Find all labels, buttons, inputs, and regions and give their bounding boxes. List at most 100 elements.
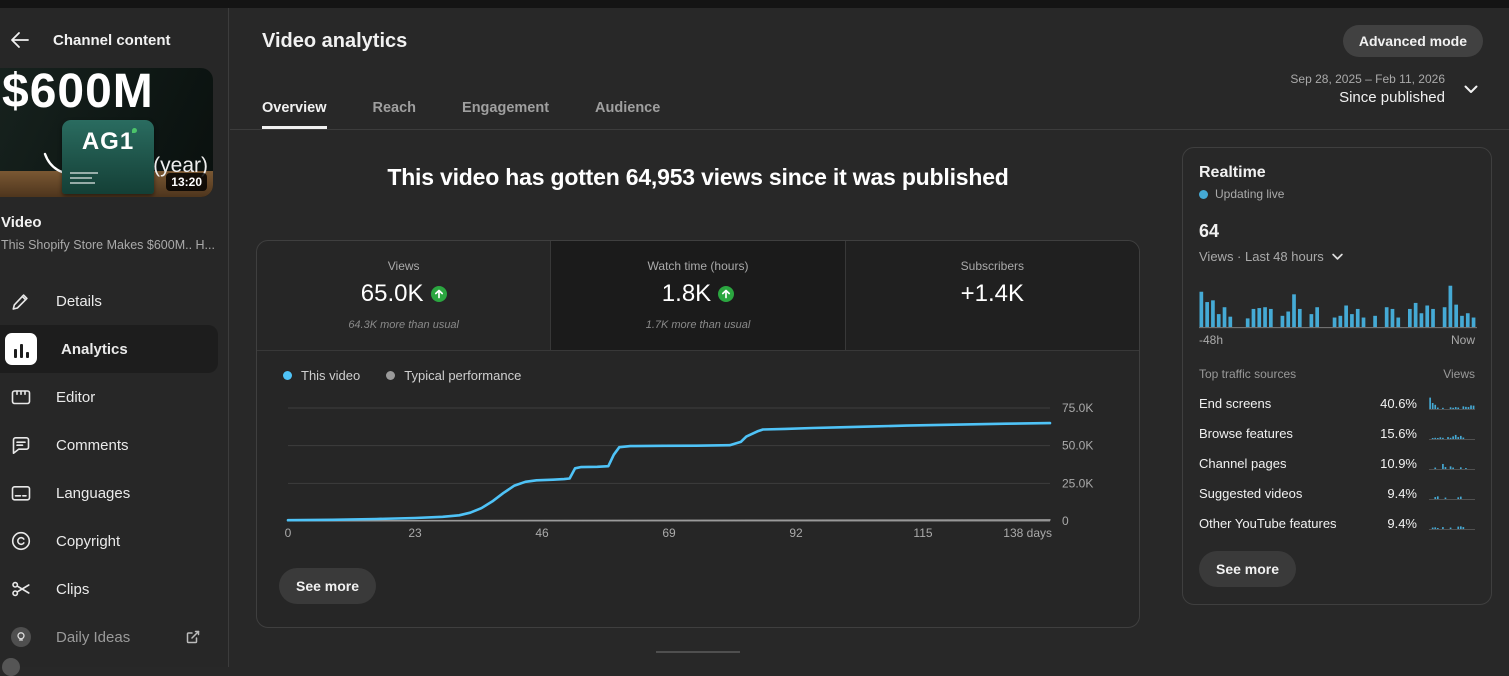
legend-dot-this-video (283, 371, 292, 380)
traffic-views: 40.6% (1380, 396, 1417, 411)
sidebar-item-label: Comments (56, 436, 129, 454)
chart-legend: This video Typical performance (257, 351, 1139, 383)
traffic-sources-table: Top traffic sources Views End screens 40… (1199, 367, 1475, 531)
date-range-value: Sep 28, 2025 – Feb 11, 2026 (1290, 72, 1445, 86)
metric-views[interactable]: Views 65.0K 64.3K more than usual (257, 241, 550, 350)
column-source: Top traffic sources (1199, 367, 1297, 381)
realtime-status: Updating live (1199, 187, 1475, 201)
sidebar-item-editor[interactable]: Editor (0, 373, 228, 421)
traffic-sparkline (1429, 463, 1475, 471)
tab-overview[interactable]: Overview (262, 100, 327, 129)
sidebar-item-details[interactable]: Details (0, 277, 228, 325)
realtime-count: 64 (1199, 221, 1220, 241)
sidebar-item-languages[interactable]: Languages (0, 469, 228, 517)
metric-delta: 64.3K more than usual (348, 319, 459, 331)
languages-icon (11, 486, 31, 501)
axis-start-label: -48h (1199, 333, 1224, 347)
metric-watch-time[interactable]: Watch time (hours) 1.8K 1.7K more than u… (550, 241, 845, 350)
tab-engagement[interactable]: Engagement (462, 100, 550, 116)
sidebar-item-label: Clips (56, 580, 90, 598)
sidebar: Channel content $600M AG1 (year) 13:20 V… (0, 8, 229, 676)
date-range-texts: Sep 28, 2025 – Feb 11, 2026 Since publis… (1290, 72, 1445, 106)
page-divider (656, 651, 740, 653)
sidebar-item-analytics[interactable]: Analytics (0, 325, 218, 373)
video-thumbnail: $600M AG1 (year) 13:20 (0, 68, 213, 197)
traffic-views: 15.6% (1380, 426, 1417, 441)
views-line-chart: 0 25.0K 50.0K 75.0K 0 23 46 69 92 115 138 days (285, 401, 1094, 540)
metric-label: Views (387, 259, 420, 273)
metric-subscribers[interactable]: Subscribers +1.4K (844, 241, 1139, 350)
tab-audience[interactable]: Audience (595, 100, 661, 116)
traffic-sparkline (1429, 397, 1475, 411)
realtime-status-label: Updating live (1215, 187, 1285, 201)
svg-text:92: 92 (789, 526, 803, 540)
realtime-count-selector[interactable]: Views · Last 48 hours (1199, 247, 1475, 266)
sidebar-item-comments[interactable]: Comments (0, 421, 228, 469)
table-row: Other YouTube features 9.4% (1199, 516, 1475, 531)
legend-label: This video (301, 368, 361, 383)
sidebar-item-label: Details (56, 292, 102, 310)
sidebar-item-daily-ideas[interactable]: Daily Ideas (0, 613, 228, 661)
top-strip (0, 0, 1509, 8)
copyright-icon (11, 531, 31, 551)
table-row: Channel pages 10.9% (1199, 456, 1475, 471)
thumbnail-headline: $600M (2, 68, 154, 118)
sidebar-item-label: Daily Ideas (56, 628, 131, 646)
analytics-icon (5, 333, 37, 365)
page-title: Video analytics (262, 30, 408, 52)
views-headline: This video has gotten 64,953 views since… (387, 164, 1009, 190)
svg-text:0: 0 (285, 526, 292, 540)
svg-text:69: 69 (662, 526, 676, 540)
pouch-text-lines (70, 169, 98, 184)
svg-text:25.0K: 25.0K (1062, 476, 1093, 490)
video-section-label: Video (1, 214, 42, 231)
realtime-axis: -48h Now (1199, 333, 1475, 347)
svg-text:115: 115 (913, 526, 932, 540)
sidebar-item-copyright[interactable]: Copyright (0, 517, 228, 565)
date-mode-value: Since published (1339, 89, 1445, 106)
legend-this-video: This video (283, 368, 360, 383)
realtime-bar-chart (1199, 285, 1477, 329)
metric-value: +1.4K (960, 280, 1025, 307)
realtime-see-more-button[interactable]: See more (1199, 551, 1297, 587)
legend-label: Typical performance (404, 368, 522, 383)
sidebar-item-label: Editor (56, 388, 96, 406)
tab-reach[interactable]: Reach (372, 100, 417, 116)
trend-up-icon (430, 286, 447, 302)
table-row: Suggested videos 9.4% (1199, 486, 1475, 501)
editor-icon (11, 390, 31, 405)
sidebar-item-clips[interactable]: Clips (0, 565, 228, 613)
svg-text:50.0K: 50.0K (1062, 439, 1093, 453)
realtime-card: Realtime Updating live 64 Views · Last 4… (1182, 147, 1492, 605)
trend-up-icon (718, 286, 735, 302)
traffic-views: 9.4% (1387, 516, 1417, 531)
svg-text:23: 23 (408, 526, 422, 540)
column-views: Views (1443, 367, 1475, 381)
traffic-source: Suggested videos (1199, 486, 1303, 501)
chevron-down-icon (1332, 253, 1343, 260)
comments-icon (12, 437, 30, 454)
metric-label: Watch time (hours) (647, 259, 749, 273)
realtime-title: Realtime (1199, 164, 1266, 181)
overview-card: Views 65.0K 64.3K more than usual Watch … (256, 240, 1140, 628)
thumbnail-annotation: (year) (153, 154, 208, 177)
svg-text:0: 0 (1062, 514, 1069, 528)
thumbnail-product-pouch: AG1 (62, 120, 154, 194)
traffic-views: 9.4% (1387, 486, 1417, 501)
metric-tabs: Views 65.0K 64.3K more than usual Watch … (257, 241, 1139, 351)
metric-delta: 1.7K more than usual (645, 319, 751, 331)
pencil-icon (12, 294, 28, 310)
daily-ideas-icon (11, 627, 31, 647)
back-arrow-icon[interactable] (8, 28, 32, 52)
sidebar-header: Channel content (0, 8, 228, 52)
external-link-icon (186, 630, 200, 644)
traffic-sparkline (1429, 496, 1475, 501)
realtime-count-label: Views · Last 48 hours (1199, 249, 1324, 264)
advanced-mode-button[interactable]: Advanced mode (1342, 25, 1483, 57)
clips-scissors-icon (12, 581, 30, 597)
sidebar-item-label: Copyright (56, 532, 121, 550)
date-range-picker[interactable]: Sep 28, 2025 – Feb 11, 2026 Since publis… (1290, 72, 1483, 106)
see-more-button[interactable]: See more (279, 568, 377, 604)
video-title: This Shopify Store Makes $600M.. H... (1, 238, 215, 252)
metric-value: 65.0K (360, 280, 424, 307)
